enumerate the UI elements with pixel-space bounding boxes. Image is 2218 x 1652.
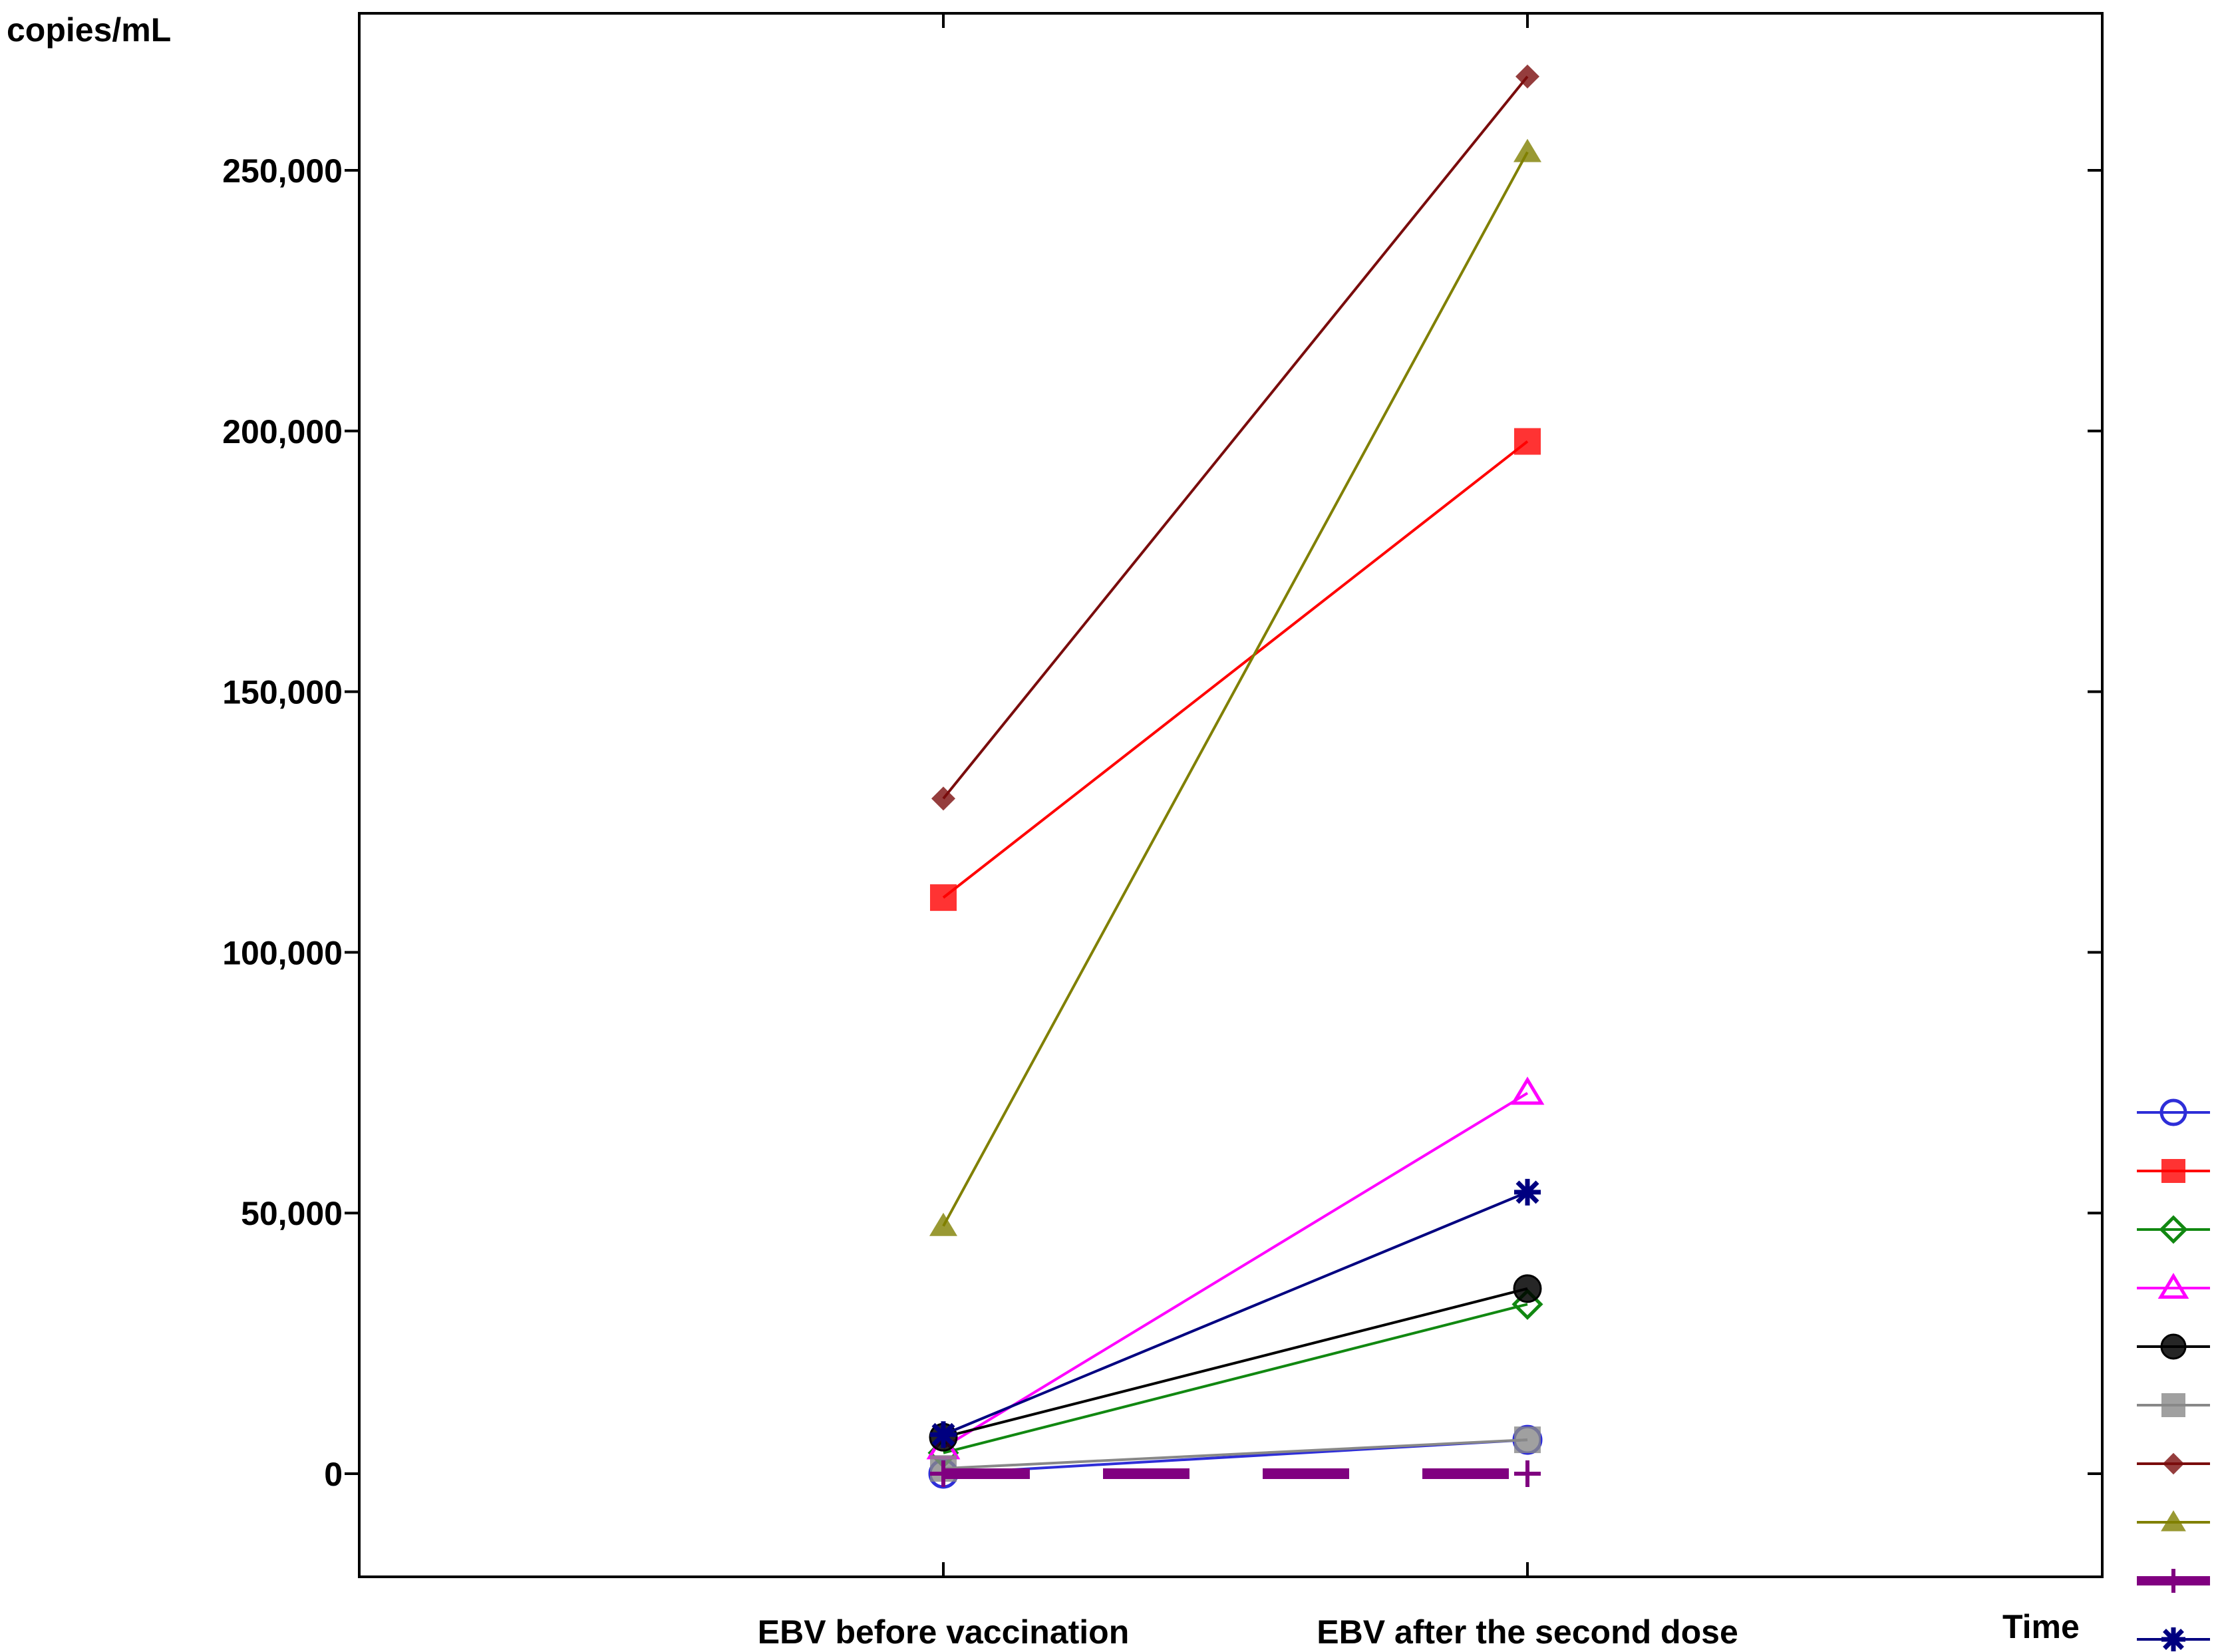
x-axis-title: Time: [2002, 1608, 2080, 1645]
legend: [2137, 1098, 2210, 1651]
legend-marker-5: [2160, 1333, 2187, 1360]
series-7-line: [942, 75, 1529, 800]
series-4-line: [942, 1092, 1529, 1449]
y-axis-title: copies/mL: [7, 11, 171, 49]
series-7-point-1: [931, 786, 955, 811]
series-6-point-2: [1514, 1426, 1541, 1454]
x-tick-label: EBV before vaccination: [758, 1613, 1130, 1651]
series-8-line: [942, 151, 1529, 1227]
x-tick-label: EBV after the second dose: [1317, 1613, 1738, 1651]
series-8-point-1: [929, 1212, 957, 1236]
series-5-line: [943, 1287, 1528, 1439]
series-5-point-2: [1513, 1274, 1542, 1303]
legend-marker-7: [2162, 1452, 2185, 1475]
series-3-line: [943, 1303, 1528, 1454]
legend-marker-4: [2157, 1273, 2189, 1299]
series-10-line: [943, 1191, 1528, 1436]
series-9-point-2: [1514, 1460, 1541, 1487]
y-tick-label: 150,000: [222, 674, 343, 711]
series-10-point-2: [1514, 1178, 1541, 1206]
legend-marker-8: [2161, 1510, 2186, 1532]
series-4-point-2: [1510, 1076, 1545, 1105]
legend-marker-10: [2161, 1627, 2185, 1651]
y-tick-label: 0: [324, 1456, 343, 1493]
series-10-point-1: [930, 1421, 957, 1448]
legend-marker-9: [2161, 1569, 2185, 1593]
y-tick-label: 250,000: [222, 152, 343, 190]
x-axis: EBV before vaccination EBV after the seco…: [758, 13, 1738, 1651]
legend-marker-6: [2161, 1393, 2185, 1417]
y-tick-label: 50,000: [241, 1195, 343, 1232]
y-tick-label: 200,000: [222, 413, 343, 450]
legend-marker-3: [2159, 1215, 2188, 1244]
legend-marker-1: [2159, 1098, 2187, 1126]
legend-marker-2: [2161, 1159, 2185, 1183]
series-8-point-2: [1513, 138, 1541, 162]
series-6-line: [943, 1438, 1528, 1470]
series-2-point-2: [1514, 428, 1541, 455]
series-9-point-1: [930, 1460, 957, 1487]
series-2-line: [942, 440, 1529, 899]
series-2-point-1: [930, 884, 957, 911]
y-tick-label: 100,000: [222, 934, 343, 971]
series-group: [926, 64, 1545, 1489]
y-axis: 0 50,000 100,000 150,000 200,000 250,000: [222, 152, 2102, 1493]
series-7-point-2: [1515, 64, 1539, 88]
plot-frame: [358, 12, 2104, 1578]
